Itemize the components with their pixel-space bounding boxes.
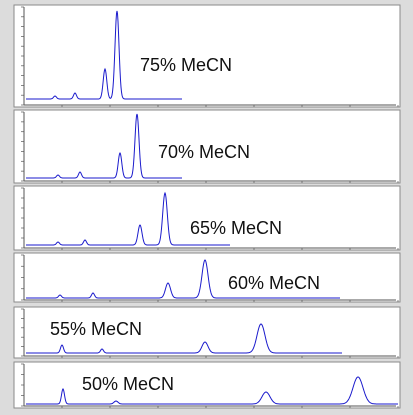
trace	[26, 113, 182, 179]
panel-label: 50% MeCN	[82, 374, 175, 394]
panel-label: 60% MeCN	[228, 273, 321, 293]
trace	[26, 376, 398, 405]
panel-label: 55% MeCN	[50, 319, 143, 339]
panel-label: 65% MeCN	[190, 218, 283, 238]
trace	[26, 323, 342, 354]
panel-label: 75% MeCN	[140, 55, 233, 75]
panel	[13, 109, 401, 184]
panel	[13, 4, 401, 108]
trace	[26, 191, 230, 246]
panel	[13, 185, 401, 251]
trace	[26, 259, 340, 299]
panel	[13, 306, 401, 359]
trace	[26, 10, 182, 100]
panel	[13, 252, 401, 303]
panel-label: 70% MeCN	[158, 142, 251, 162]
panel	[13, 361, 401, 409]
